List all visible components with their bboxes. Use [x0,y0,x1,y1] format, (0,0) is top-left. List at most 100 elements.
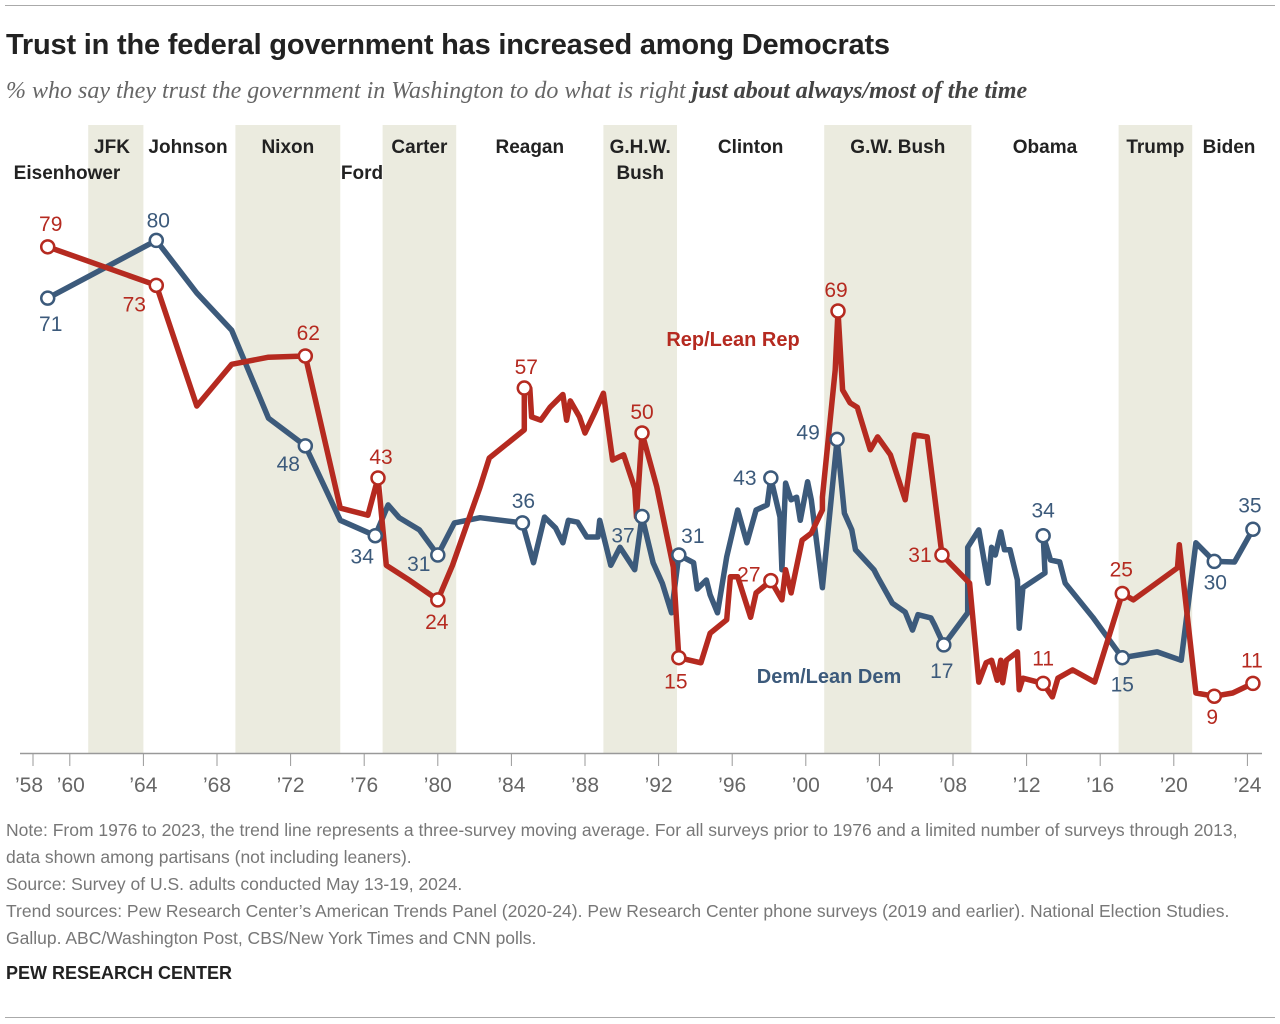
rep-data-label: 79 [39,213,62,236]
rep-series-label: Rep/Lean Rep [666,329,799,351]
rep-marker [763,572,779,589]
x-tick-label: ’72 [277,774,305,797]
subtitle-text: % who say they trust the government in W… [6,78,692,104]
rep-data-label: 50 [630,401,653,424]
term-shading [88,125,144,754]
rep-data-label: 11 [1241,649,1263,672]
president-label: Reagan [495,137,564,158]
dem-data-label: 31 [407,553,430,576]
rep-marker [39,239,56,255]
brand-name: PEW RESEARCH CENTER [6,963,233,983]
x-tick-label: ’16 [1086,774,1114,797]
dem-marker [148,232,165,249]
x-tick-label: ’04 [865,774,893,797]
top-rule [5,5,1275,6]
president-label: Biden [1203,137,1256,158]
x-tick-label: ’64 [129,774,157,797]
x-tick-label: ’24 [1233,774,1261,797]
trend-sources-text: Trend sources: Pew Research Center’s Ame… [6,901,1230,948]
rep-marker [634,425,650,441]
rep-marker [297,348,314,364]
president-label: G.H.W. [610,137,671,158]
dem-data-label: 80 [147,209,170,232]
dem-marker [1206,553,1223,570]
rep-marker [516,380,533,396]
dem-series-label: Dem/Lean Dem [757,666,902,688]
dem-data-label: 30 [1204,571,1227,594]
x-tick-label: ’80 [424,774,452,797]
notes: Note: From 1976 to 2023, the trend line … [6,817,1271,952]
dem-data-label: 36 [512,490,535,513]
note-text: Note: From 1976 to 2023, the trend line … [6,820,1238,867]
subtitle-emphasis: just about always/most of the time [691,78,1028,104]
rep-marker [1035,675,1051,692]
rep-marker [671,649,687,666]
dem-data-label: 35 [1238,494,1261,517]
dem-data-label: 34 [351,546,375,569]
president-label: Obama [1013,137,1078,158]
dem-marker [634,508,650,525]
x-tick-label: ’92 [645,774,673,797]
dem-data-label: 71 [39,313,62,336]
dem-data-label: 15 [1111,674,1134,697]
dem-marker [763,470,779,486]
x-tick-label: ’08 [939,774,967,797]
x-tick-label: ’68 [203,774,231,797]
dem-data-label: 43 [733,467,756,490]
dem-data-label: 34 [1031,500,1055,523]
chart-subtitle: % who say they trust the government in W… [6,78,1027,105]
president-label: Johnson [148,137,227,158]
rep-marker [830,303,846,319]
dem-marker [514,515,531,531]
dem-marker [671,547,687,563]
x-tick-label: ’12 [1013,774,1041,797]
source-text: Source: Survey of U.S. adults conducted … [6,874,463,894]
dem-marker [936,637,952,653]
dem-data-label: 31 [681,525,704,548]
dem-marker [829,431,845,448]
president-label: Bush [616,163,664,184]
dem-marker [430,547,446,563]
president-label: G.W. Bush [850,137,945,158]
dem-data-label: 17 [930,660,953,683]
president-label: Nixon [261,137,314,158]
president-label: Clinton [718,137,783,158]
rep-data-label: 11 [1032,647,1054,670]
dem-marker [1035,527,1051,544]
rep-data-label: 31 [908,544,931,567]
x-tick-label: ’00 [792,774,820,797]
x-tick-label: ’96 [718,774,746,797]
x-tick-label: ’88 [571,774,599,797]
x-tick-label: ’60 [57,774,85,797]
president-label: Trump [1126,137,1184,158]
dem-marker [39,290,56,306]
rep-marker [370,470,386,486]
rep-data-label: 43 [369,446,392,469]
x-tick-label: ’84 [497,774,525,797]
dem-marker [367,527,383,544]
x-tick-label: ’20 [1160,774,1188,797]
rep-marker [148,277,165,294]
rep-marker [1206,688,1223,704]
rep-data-label: 24 [425,611,449,634]
president-label: JFK [94,137,130,158]
bottom-rule [5,1017,1275,1018]
rep-marker [430,592,446,608]
rep-marker [1114,585,1131,602]
rep-marker [1245,675,1261,692]
x-tick-label: ’58 [15,774,43,797]
term-shading [382,125,457,754]
dem-line [44,237,1256,664]
president-label: Eisenhower [14,163,121,184]
rep-data-label: 73 [123,293,146,316]
dem-marker [297,438,314,454]
dem-data-label: 49 [796,421,819,444]
chart-title: Trust in the federal government has incr… [6,29,890,61]
rep-data-label: 62 [297,322,320,345]
president-label: Carter [391,137,448,158]
rep-data-label: 57 [515,356,538,379]
dem-data-label: 48 [277,453,300,476]
dem-marker [1114,649,1131,666]
rep-data-label: 25 [1110,559,1133,582]
rep-data-label: 27 [737,564,760,587]
